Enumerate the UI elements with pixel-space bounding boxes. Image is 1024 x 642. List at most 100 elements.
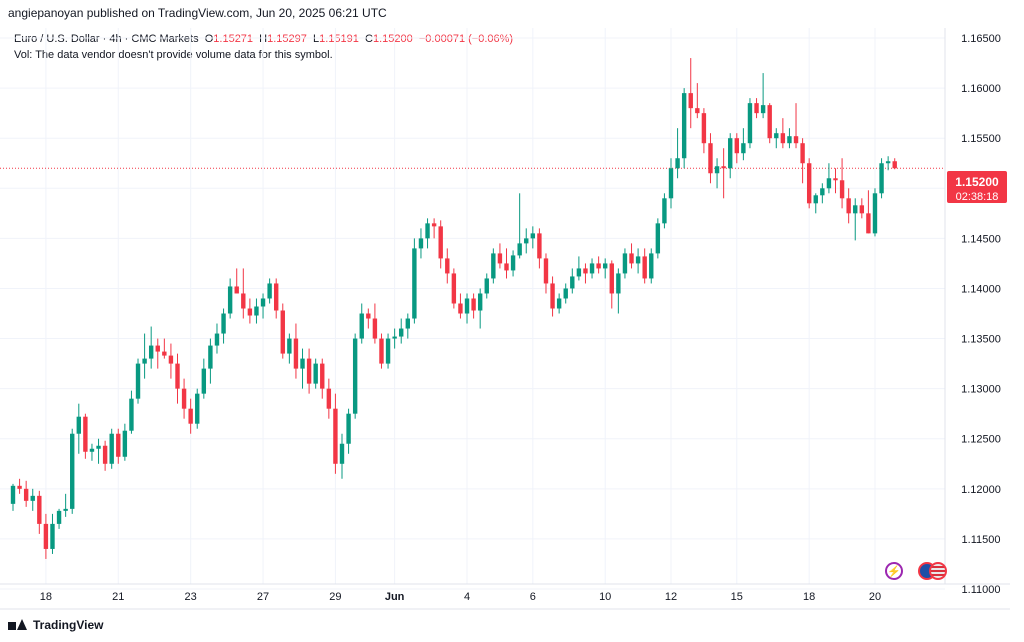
- candle-up: [616, 268, 621, 314]
- candle-body: [274, 283, 279, 311]
- candle-body: [214, 333, 220, 346]
- candle-down: [17, 478, 22, 494]
- candle-down: [320, 358, 325, 399]
- candle-body: [800, 143, 805, 164]
- candle-down: [839, 158, 845, 209]
- candle-body: [405, 318, 410, 329]
- candle-down: [609, 260, 614, 309]
- candle-down: [116, 428, 121, 464]
- us-flag-icon[interactable]: [929, 562, 947, 580]
- candle-up: [63, 493, 68, 517]
- time-tick-label: 29: [329, 591, 341, 603]
- candle-down: [188, 398, 193, 434]
- candle-body: [208, 345, 213, 369]
- candle-up: [425, 218, 430, 249]
- candle-body: [530, 233, 536, 239]
- candle-body: [129, 398, 134, 431]
- candle-down: [734, 133, 739, 164]
- candle-body: [247, 308, 253, 316]
- candle-up: [576, 256, 582, 281]
- candle-up: [359, 303, 364, 344]
- candle-up: [872, 188, 878, 237]
- time-tick-label: 23: [185, 591, 197, 603]
- price-tick-label: 1.15500: [961, 133, 1001, 145]
- candle-up: [563, 283, 568, 304]
- price-tick-label: 1.12000: [961, 484, 1001, 496]
- candle-body: [681, 93, 687, 159]
- candle-body: [524, 238, 529, 244]
- candle-down: [43, 513, 49, 559]
- candle-body: [431, 223, 437, 227]
- candle-down: [780, 118, 786, 149]
- candle-body: [747, 103, 753, 144]
- candle-body: [589, 263, 595, 274]
- lightning-event-icon[interactable]: ⚡: [885, 562, 903, 580]
- candle-down: [333, 393, 338, 474]
- candle-down: [372, 303, 378, 344]
- price-tick-label: 1.16000: [961, 83, 1001, 95]
- candle-body: [148, 345, 154, 359]
- open-value: 1.15271: [213, 33, 254, 45]
- candle-body: [30, 495, 35, 501]
- candle-body: [649, 253, 654, 279]
- candle-body: [339, 443, 345, 464]
- candle-up: [510, 250, 516, 277]
- time-tick-label: 10: [599, 591, 611, 603]
- candle-body: [70, 433, 75, 509]
- candle-down: [537, 228, 542, 269]
- candle-body: [175, 363, 180, 389]
- candle-up: [464, 293, 470, 324]
- price-tick-label: 1.13500: [961, 334, 1001, 346]
- candle-body: [866, 213, 871, 234]
- candle-down: [688, 58, 693, 129]
- candle-body: [346, 413, 351, 444]
- candle-up: [885, 156, 891, 171]
- candle-up: [662, 193, 667, 229]
- candle-up: [195, 388, 200, 429]
- candle-body: [181, 388, 187, 409]
- candle-down: [234, 268, 239, 294]
- candle-body: [701, 113, 707, 144]
- candle-body: [754, 103, 759, 114]
- candle-up: [418, 228, 424, 259]
- candle-up: [412, 238, 417, 324]
- candle-up: [681, 88, 687, 169]
- candle-body: [313, 363, 318, 384]
- candle-body: [162, 351, 167, 356]
- candle-body: [603, 263, 608, 269]
- candle-down: [866, 190, 871, 234]
- candle-up: [530, 226, 536, 249]
- candle-body: [543, 258, 549, 284]
- candle-up: [221, 308, 226, 344]
- candle-down: [754, 98, 759, 119]
- candle-down: [274, 278, 279, 319]
- candle-down: [162, 338, 167, 359]
- candle-up: [813, 193, 818, 214]
- time-axis: 18 21 23 27 29 Jun 4 6 10 12 15 18 20: [40, 591, 881, 603]
- candle-down: [793, 103, 799, 149]
- candle-up: [254, 298, 259, 324]
- candle-down: [379, 333, 384, 369]
- candle-down: [833, 168, 838, 194]
- candle-body: [399, 328, 404, 337]
- candle-body: [767, 105, 772, 139]
- price-tick-label: 1.14000: [961, 283, 1001, 295]
- candle-body: [622, 253, 628, 274]
- candle-up: [214, 323, 220, 354]
- candle-down: [471, 293, 476, 319]
- candle-up: [399, 318, 404, 344]
- candle-up: [556, 293, 562, 314]
- symbol-name[interactable]: Euro / U.S. Dollar · 4h · CMC Markets: [14, 33, 199, 45]
- candle-body: [760, 105, 766, 114]
- footer-brand[interactable]: TradingView: [8, 618, 103, 632]
- close-label: C: [365, 33, 373, 45]
- candle-up: [728, 133, 733, 179]
- candle-down: [550, 276, 555, 317]
- candle-up: [524, 228, 529, 254]
- candle-down: [155, 338, 160, 369]
- candle-body: [741, 143, 746, 154]
- candle-up: [96, 438, 101, 464]
- footer-brand-label: TradingView: [33, 618, 104, 632]
- candle-body: [287, 338, 292, 354]
